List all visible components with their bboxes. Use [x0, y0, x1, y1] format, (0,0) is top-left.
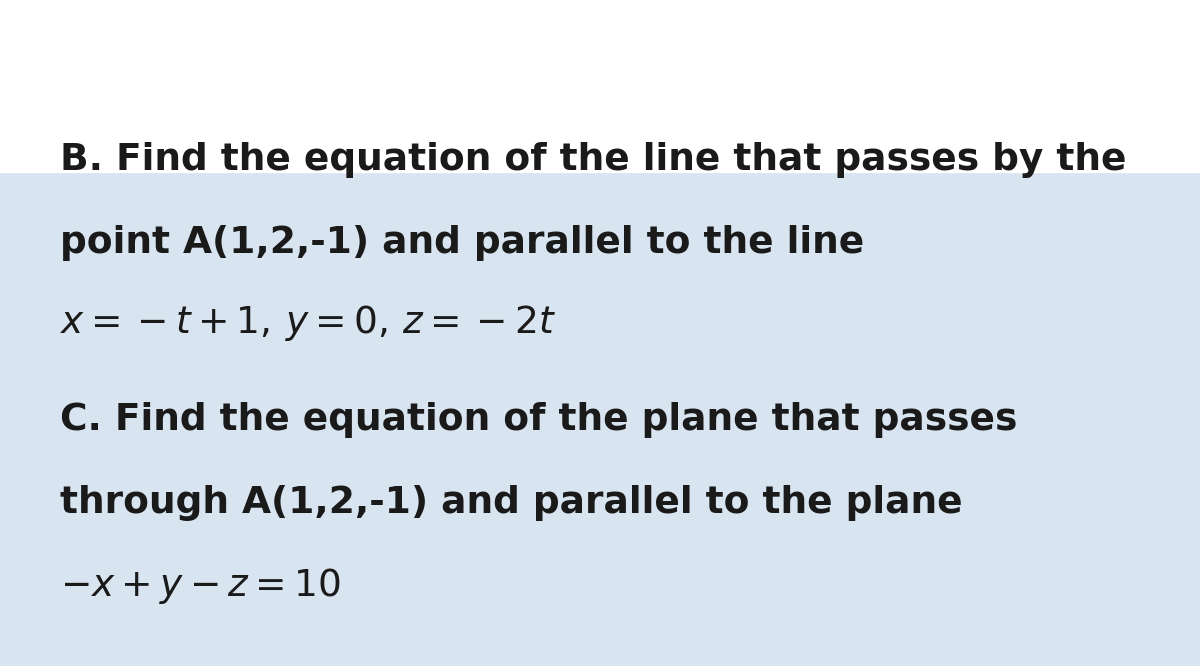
Text: $x = -t+1,\, y = 0,\, z = -2t$: $x = -t+1,\, y = 0,\, z = -2t$: [60, 303, 556, 343]
FancyBboxPatch shape: [0, 0, 1200, 173]
Text: through A(1,2,-1) and parallel to the plane: through A(1,2,-1) and parallel to the pl…: [60, 485, 962, 521]
Text: C. Find the equation of the plane that passes: C. Find the equation of the plane that p…: [60, 402, 1018, 438]
Text: point A(1,2,-1) and parallel to the line: point A(1,2,-1) and parallel to the line: [60, 225, 864, 261]
Text: $-x+y-z = 10$: $-x+y-z = 10$: [60, 566, 341, 606]
Text: B. Find the equation of the line that passes by the: B. Find the equation of the line that pa…: [60, 142, 1127, 178]
